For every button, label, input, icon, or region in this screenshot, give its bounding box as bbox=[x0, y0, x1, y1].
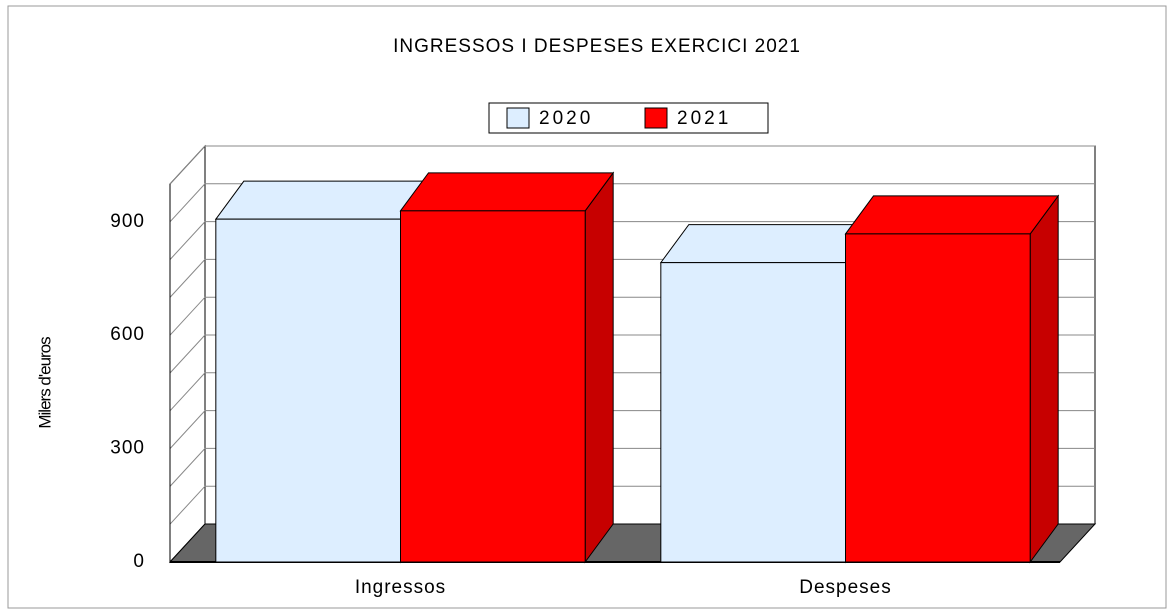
bar bbox=[400, 210, 586, 563]
y-axis-label: Milers d'euros bbox=[35, 337, 54, 429]
bar-side bbox=[1029, 194, 1059, 564]
bar bbox=[845, 233, 1031, 563]
legend bbox=[488, 102, 769, 134]
bar-side bbox=[584, 171, 614, 564]
bar-top bbox=[659, 224, 875, 264]
bar-top bbox=[844, 195, 1060, 235]
grid-line bbox=[169, 221, 1095, 260]
grid-line bbox=[169, 183, 1095, 223]
grid-line bbox=[169, 145, 1095, 185]
bar-top bbox=[214, 180, 430, 220]
bar bbox=[215, 218, 401, 563]
legend-swatch bbox=[644, 107, 668, 129]
y-tick-label: 600 bbox=[110, 324, 145, 345]
x-tick-label: Despeses bbox=[799, 577, 892, 598]
chart-title: INGRESSOS I DESPESES EXERCICI 2021 bbox=[393, 36, 801, 57]
bar bbox=[660, 262, 847, 563]
bar-top bbox=[399, 172, 615, 212]
y-tick-label: 0 bbox=[133, 551, 145, 572]
y-tick-label: 900 bbox=[110, 211, 145, 232]
legend-swatch bbox=[506, 107, 530, 129]
legend-label: 2020 bbox=[539, 108, 593, 129]
legend-label: 2021 bbox=[677, 108, 731, 129]
y-tick-label: 300 bbox=[110, 438, 145, 459]
x-tick-label: Ingressos bbox=[355, 577, 446, 598]
